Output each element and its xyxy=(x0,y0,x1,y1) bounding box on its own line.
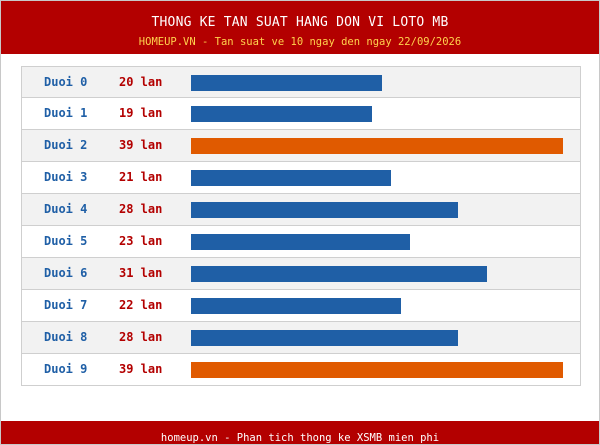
bar xyxy=(191,330,458,346)
bar-track xyxy=(191,330,563,346)
chart-row: Duoi 7 22 lan xyxy=(21,290,581,322)
chart-row: Duoi 0 20 lan xyxy=(21,66,581,98)
category-label: Duoi 8 xyxy=(44,330,88,344)
bar-track xyxy=(191,138,563,154)
bar-track xyxy=(191,298,563,314)
footer-text: homeup.vn - Phan tich thong ke XSMB mien… xyxy=(160,432,440,444)
bar-track xyxy=(191,75,563,91)
chart-row: Duoi 6 31 lan xyxy=(21,258,581,290)
value-label: 22 lan xyxy=(119,298,163,312)
chart-row: Duoi 8 28 lan xyxy=(21,322,581,354)
bar xyxy=(191,75,382,91)
bar-track xyxy=(191,362,563,378)
bar-track xyxy=(191,106,563,122)
category-label: Duoi 5 xyxy=(44,234,88,248)
bar-track xyxy=(191,234,563,250)
chart-title: THONG KE TAN SUAT HANG DON VI LOTO MB xyxy=(151,15,449,30)
bar xyxy=(191,362,563,378)
category-label: Duoi 1 xyxy=(44,106,88,120)
category-label: Duoi 6 xyxy=(44,266,88,280)
category-label: Duoi 2 xyxy=(44,138,88,152)
chart-row: Duoi 1 19 lan xyxy=(21,98,581,130)
bar xyxy=(191,234,410,250)
bar-track xyxy=(191,266,563,282)
category-label: Duoi 0 xyxy=(44,75,88,89)
bar-track xyxy=(191,170,563,186)
bar-rows: Duoi 0 20 lan Duoi 1 19 lan Duoi 2 39 lan Duoi… xyxy=(21,66,581,386)
bar-track xyxy=(191,202,563,218)
chart-row: Duoi 4 28 lan xyxy=(21,194,581,226)
header-banner: THONG KE TAN SUAT HANG DON VI LOTO MB HO… xyxy=(1,1,599,54)
bar xyxy=(191,266,487,282)
value-label: 39 lan xyxy=(119,362,163,376)
bar xyxy=(191,202,458,218)
category-label: Duoi 7 xyxy=(44,298,88,312)
chart-row: Duoi 2 39 lan xyxy=(21,130,581,162)
chart-row: Duoi 5 23 lan xyxy=(21,226,581,258)
category-label: Duoi 3 xyxy=(44,170,88,184)
value-label: 28 lan xyxy=(119,202,163,216)
value-label: 20 lan xyxy=(119,75,163,89)
value-label: 21 lan xyxy=(119,170,163,184)
value-label: 28 lan xyxy=(119,330,163,344)
value-label: 23 lan xyxy=(119,234,163,248)
chart-row: Duoi 3 21 lan xyxy=(21,162,581,194)
bar xyxy=(191,170,391,186)
bar xyxy=(191,138,563,154)
value-label: 31 lan xyxy=(119,266,163,280)
chart-subtitle: HOMEUP.VN - Tan suat ve 10 ngay den ngay… xyxy=(138,36,462,48)
category-label: Duoi 4 xyxy=(44,202,88,216)
value-label: 39 lan xyxy=(119,138,163,152)
bar xyxy=(191,106,372,122)
bar xyxy=(191,298,401,314)
category-label: Duoi 9 xyxy=(44,362,88,376)
value-label: 19 lan xyxy=(119,106,163,120)
footer-banner: homeup.vn - Phan tich thong ke XSMB mien… xyxy=(1,421,599,444)
chart-row: Duoi 9 39 lan xyxy=(21,354,581,386)
